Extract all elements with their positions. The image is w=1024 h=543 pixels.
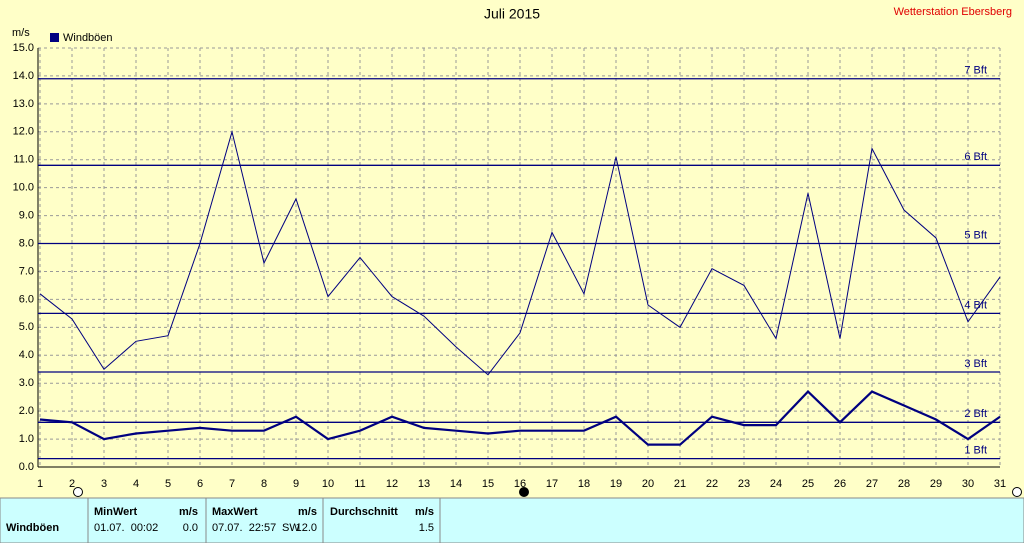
x-tick-label: 6 xyxy=(197,478,203,490)
chart-title: Juli 2015 xyxy=(484,6,540,22)
table xyxy=(87,498,441,543)
x-tick-label: 10 xyxy=(322,478,334,490)
table-cell: 01.07. 00:02 xyxy=(94,522,158,534)
plot-area xyxy=(38,48,1000,467)
y-tick-label: 8.0 xyxy=(19,237,34,249)
x-tick-label: 24 xyxy=(770,478,782,490)
reference-label: 6 Bft xyxy=(964,151,987,163)
x-tick-label: 14 xyxy=(450,478,462,490)
series-line xyxy=(39,129,1001,376)
chart-subtitle: Wetterstation Ebersberg xyxy=(894,6,1012,18)
x-tick-label: 29 xyxy=(930,478,942,490)
table-header: MinWert xyxy=(94,506,138,518)
y-tick-label: 12.0 xyxy=(13,126,34,138)
x-tick-label: 25 xyxy=(802,478,814,490)
x-tick-label: 19 xyxy=(610,478,622,490)
y-tick-label: 4.0 xyxy=(19,349,34,361)
x-tick-label: 27 xyxy=(866,478,878,490)
scroll-marker xyxy=(73,487,83,497)
y-tick-label: 5.0 xyxy=(19,321,34,333)
x-tick-label: 9 xyxy=(293,478,299,490)
x-tick-label: 28 xyxy=(898,478,910,490)
x-tick-label: 4 xyxy=(133,478,139,490)
table-cell: Windböen xyxy=(6,522,59,534)
x-tick-label: 26 xyxy=(834,478,846,490)
table-header: MaxWert xyxy=(212,506,258,518)
scroll-marker xyxy=(519,487,529,497)
x-tick-label: 1 xyxy=(37,478,43,490)
x-tick-label: 15 xyxy=(482,478,494,490)
y-axis-label: m/s xyxy=(12,27,30,39)
table-cell: 1.5 xyxy=(419,522,434,534)
x-tick-label: 22 xyxy=(706,478,718,490)
y-tick-label: 13.0 xyxy=(13,98,34,110)
scroll-marker xyxy=(1012,487,1022,497)
table-cell: SW xyxy=(282,522,300,534)
x-tick-label: 17 xyxy=(546,478,558,490)
x-tick-label: 21 xyxy=(674,478,686,490)
legend-label: Windböen xyxy=(63,32,113,44)
table-header: m/s xyxy=(179,506,198,518)
reference-label: 1 Bft xyxy=(964,445,987,457)
y-tick-label: 15.0 xyxy=(13,42,34,54)
plot: 0.01.02.03.04.05.06.07.08.09.010.011.012… xyxy=(13,42,1007,490)
y-tick-label: 0.0 xyxy=(19,461,34,473)
table-cell: 07.07. 22:57 xyxy=(212,522,276,534)
series-line xyxy=(39,390,1001,446)
table-cell: 12.0 xyxy=(296,522,317,534)
x-tick-label: 13 xyxy=(418,478,430,490)
x-tick-label: 5 xyxy=(165,478,171,490)
y-tick-label: 7.0 xyxy=(19,265,34,277)
x-tick-label: 12 xyxy=(386,478,398,490)
x-tick-label: 18 xyxy=(578,478,590,490)
reference-label: 2 Bft xyxy=(964,408,987,420)
x-tick-label: 7 xyxy=(229,478,235,490)
x-tick-label: 2 xyxy=(69,478,75,490)
x-tick-label: 30 xyxy=(962,478,974,490)
table-header: m/s xyxy=(415,506,434,518)
y-tick-label: 14.0 xyxy=(13,70,34,82)
legend-swatch xyxy=(50,33,59,42)
table-header: Durchschnitt xyxy=(330,506,398,518)
x-tick-label: 16 xyxy=(514,478,526,490)
x-tick-label: 3 xyxy=(101,478,107,490)
x-tick-label: 23 xyxy=(738,478,750,490)
x-tick-label: 8 xyxy=(261,478,267,490)
table-cell: 0.0 xyxy=(183,522,198,534)
table-background xyxy=(0,497,1024,543)
y-tick-label: 11.0 xyxy=(13,154,34,166)
reference-label: 7 Bft xyxy=(964,65,987,77)
y-tick-label: 3.0 xyxy=(19,377,34,389)
reference-label: 4 Bft xyxy=(964,299,987,311)
x-tick-label: 20 xyxy=(642,478,654,490)
reference-label: 5 Bft xyxy=(964,229,987,241)
x-tick-label: 31 xyxy=(994,478,1006,490)
y-tick-label: 9.0 xyxy=(19,210,34,222)
table-header: m/s xyxy=(298,506,317,518)
y-tick-label: 6.0 xyxy=(19,293,34,305)
reference-label: 3 Bft xyxy=(964,358,987,370)
y-tick-label: 10.0 xyxy=(13,182,34,194)
x-tick-label: 11 xyxy=(354,478,365,490)
y-tick-label: 1.0 xyxy=(19,433,34,445)
y-tick-label: 2.0 xyxy=(19,405,34,417)
